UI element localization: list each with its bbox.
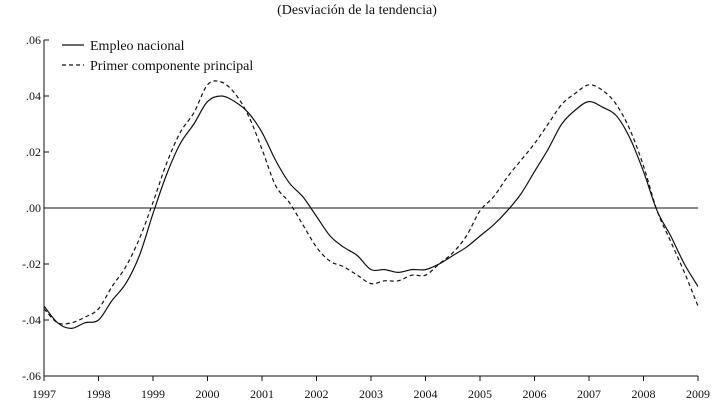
chart-title: (Desviación de la tendencia) [277,3,437,18]
x-axis-ticks: 1997 1998 1999 2000 2001 2002 2003 2004 2005 2006… [32,376,710,401]
x-tick-label: 2007 [577,387,601,401]
x-tick-label: 1997 [32,387,56,401]
x-tick-label: 1998 [87,387,111,401]
y-tick-label: .04 [26,89,41,103]
x-tick-label: 2000 [196,387,220,401]
y-tick-label: .00 [26,201,41,215]
y-tick-label: -.02 [22,257,41,271]
legend: Empleo nacional Primer componente princi… [62,39,253,74]
y-axis-ticks: -.06 -.04 -.02 .00 .02 .04 .06 [22,33,49,383]
y-tick-label: -.04 [22,313,41,327]
x-tick-label: 2006 [523,387,547,401]
x-tick-label: 2002 [305,387,329,401]
y-tick-label: -.06 [22,369,41,383]
x-tick-label: 2005 [468,387,492,401]
x-tick-label: 1999 [141,387,165,401]
x-tick-label: 2001 [250,387,274,401]
y-tick-label: .06 [26,33,41,47]
legend-label-primer-componente-principal: Primer componente principal [90,59,253,74]
x-tick-label: 2008 [632,387,656,401]
x-tick-label: 2003 [359,387,383,401]
series-line-primer-componente-principal [43,80,699,325]
series-line-empleo-nacional [43,95,699,330]
y-tick-label: .02 [26,145,41,159]
x-tick-label: 2004 [414,387,438,401]
legend-label-empleo-nacional: Empleo nacional [90,39,185,54]
x-tick-label: 2009 [686,387,710,401]
series-layer [43,80,699,330]
